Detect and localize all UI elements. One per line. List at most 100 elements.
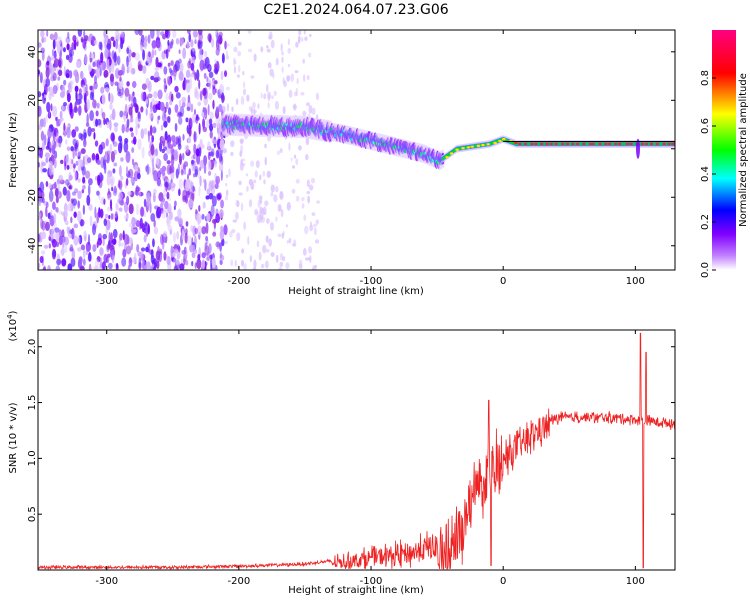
noise-blob [94, 75, 98, 84]
noise-blob [206, 251, 211, 262]
noise-blob [38, 105, 42, 117]
figure-title: C2E1.2024.064.07.23.G06 [263, 2, 448, 18]
noise-blob [73, 39, 77, 51]
noise-blob [163, 207, 168, 214]
noise-blob [82, 258, 86, 266]
sparse-blob [268, 238, 272, 247]
sparse-blob [295, 158, 299, 166]
noise-blob [53, 52, 57, 60]
sparse-blob [230, 151, 234, 157]
sparse-blob [263, 206, 267, 215]
noise-blob [97, 174, 101, 186]
sparse-blob [266, 45, 269, 49]
noise-blob [197, 167, 200, 180]
snr-y-label: SNR (10 * v/v) [8, 402, 19, 473]
noise-blob [77, 158, 82, 167]
sparse-blob [258, 195, 263, 200]
noise-blob [111, 108, 116, 121]
noise-blob [157, 115, 161, 120]
noise-blob [60, 235, 66, 243]
noise-blob [221, 94, 226, 102]
noise-blob [100, 60, 103, 73]
sparse-blob [257, 199, 261, 209]
noise-blob [175, 92, 181, 99]
noise-blob [177, 143, 182, 151]
noise-blob [183, 163, 186, 171]
noise-blob [167, 39, 170, 47]
noise-blob [196, 69, 200, 82]
noise-blob [143, 211, 147, 218]
noise-blob [215, 241, 221, 248]
noise-blob [148, 249, 154, 255]
sparse-blob [258, 251, 262, 261]
noise-blob [82, 184, 86, 190]
noise-blob [204, 56, 210, 69]
noise-blob [146, 163, 150, 176]
noise-blob [126, 81, 130, 87]
noise-blob [83, 138, 87, 148]
noise-blob [147, 166, 152, 175]
noise-blob [89, 215, 93, 227]
noise-blob [143, 127, 148, 135]
noise-blob [71, 249, 76, 261]
noise-blob [219, 259, 223, 265]
noise-blob [154, 149, 159, 157]
noise-blob [63, 79, 67, 86]
noise-blob [56, 42, 61, 54]
noise-blob [152, 238, 155, 248]
noise-blob [163, 251, 167, 261]
noise-blob [66, 146, 71, 152]
noise-blob [64, 220, 69, 226]
noise-blob [197, 41, 203, 49]
noise-blob [86, 98, 91, 111]
noise-blob [51, 105, 58, 117]
noise-blob [125, 150, 131, 163]
sparse-blob [270, 192, 274, 197]
noise-blob [80, 244, 86, 251]
noise-blob [42, 168, 48, 173]
snr-scale-exp: 4 [6, 314, 14, 319]
noise-blob [50, 229, 56, 240]
noise-blob [97, 233, 102, 241]
noise-blob [140, 44, 144, 52]
noise-blob [38, 70, 41, 75]
noise-blob [212, 99, 215, 110]
noise-blob [121, 123, 125, 134]
noise-blob [147, 80, 152, 93]
noise-blob [69, 184, 73, 190]
noise-blob [131, 147, 135, 153]
sparse-blob [225, 182, 228, 187]
sparse-blob [252, 267, 257, 270]
noise-blob [58, 118, 62, 124]
noise-blob [107, 194, 111, 201]
noise-blob [198, 79, 201, 90]
noise-blob [220, 70, 224, 81]
tail-peak [662, 142, 666, 146]
sparse-blob [302, 110, 307, 117]
noise-blob [145, 98, 149, 105]
sparse-blob [279, 191, 282, 199]
noise-blob [88, 65, 92, 72]
noise-blob [153, 219, 156, 228]
noise-blob [67, 82, 71, 91]
noise-blob [77, 178, 81, 183]
noise-blob [111, 61, 115, 73]
noise-blob [221, 52, 225, 64]
noise-blob [151, 135, 155, 143]
x-tick-label: 0 [500, 276, 506, 287]
noise-blob [193, 143, 197, 155]
noise-blob [88, 177, 93, 186]
tail-peak [671, 142, 675, 146]
noise-blob [187, 235, 192, 246]
noise-blob [179, 263, 185, 270]
sparse-blob [301, 197, 305, 202]
noise-blob [153, 226, 159, 235]
noise-blob [159, 234, 164, 245]
noise-blob [186, 30, 191, 35]
sparse-blob [305, 153, 309, 161]
noise-blob [39, 147, 43, 159]
noise-blob [82, 128, 87, 141]
noise-blob [165, 30, 169, 38]
sparse-blob [238, 64, 241, 73]
sparse-blob [301, 203, 305, 209]
